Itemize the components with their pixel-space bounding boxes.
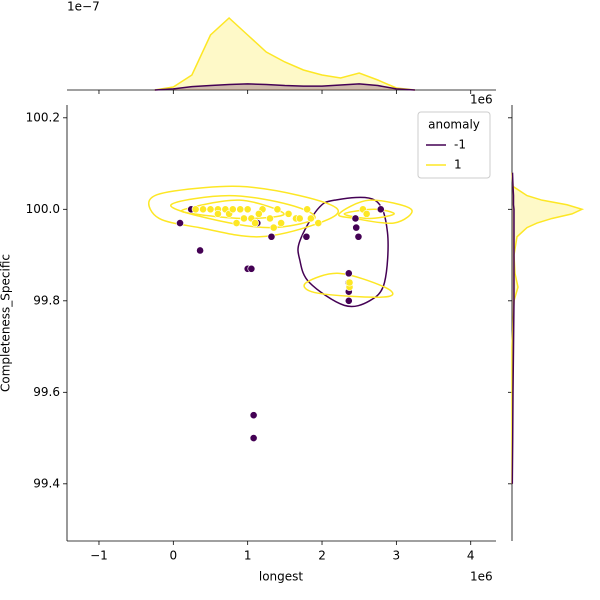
scatter-point <box>362 209 371 218</box>
marginal-kde-line <box>511 172 515 484</box>
scatter-point <box>352 223 361 232</box>
scatter-point <box>351 214 360 223</box>
y-tick-label: 100.2 <box>26 110 60 124</box>
y-axis-label: Completeness_Specific <box>0 254 13 392</box>
legend-box <box>417 111 491 179</box>
scatter-point <box>266 214 274 223</box>
y-tick-label: 100.0 <box>26 202 60 216</box>
scatter-point <box>354 232 363 241</box>
scatter-point <box>240 214 248 223</box>
scatter-point <box>303 205 312 214</box>
marginal-kde-fill <box>512 172 582 484</box>
x-tick-label: 1 <box>244 549 252 563</box>
x-tick-label: 4 <box>467 549 475 563</box>
legend-title: anomaly <box>428 118 480 132</box>
scatter-point <box>269 223 278 232</box>
scatter-point <box>345 278 354 287</box>
scatter-point <box>267 232 276 241</box>
y-tick-label: 99.8 <box>33 293 60 307</box>
marginal-kde-line <box>511 172 585 484</box>
scatter-point <box>228 205 237 214</box>
top-offset-label: 1e−7 <box>67 0 100 14</box>
scatter-point <box>277 219 286 227</box>
scatter-point <box>199 205 207 214</box>
scatter-point <box>236 205 245 214</box>
scatter-point <box>295 214 304 223</box>
scatter-point <box>249 434 258 442</box>
y-tick-label: 99.4 <box>33 476 60 490</box>
scatter-point <box>243 205 252 214</box>
y-tick-label: 99.6 <box>33 385 60 399</box>
scatter-point <box>214 209 222 218</box>
x-axis-label: longest <box>259 570 304 584</box>
scatter-point <box>344 269 353 278</box>
scatter-point <box>176 219 184 227</box>
kde-contour <box>303 272 394 298</box>
x-tick-label: 3 <box>393 549 401 563</box>
legend-label: 1 <box>454 158 462 172</box>
scatter-point <box>249 411 258 420</box>
scatter-point <box>306 214 315 223</box>
legend-label: -1 <box>454 138 466 152</box>
marginal-kde-line <box>154 83 416 91</box>
marginal-kde-fill <box>154 18 415 90</box>
scatter-point <box>273 205 282 214</box>
scatter-point <box>191 205 200 214</box>
scatter-point <box>302 232 311 241</box>
scatter-point <box>251 219 260 227</box>
scatter-point <box>254 209 263 218</box>
x-tick-label: 2 <box>318 549 326 563</box>
scatter-point <box>376 205 385 214</box>
x-offset-label: 1e6 <box>470 570 493 584</box>
legend: anomaly -1 1 <box>417 111 491 179</box>
x-tick-label: 0 <box>170 549 178 563</box>
x-tick-label: −1 <box>90 549 108 563</box>
marginal-kde-line <box>154 16 416 91</box>
scatter-point <box>232 219 241 227</box>
kde-contour <box>297 196 389 308</box>
scatter-point <box>344 296 353 305</box>
right-offset-label: 1e6 <box>470 93 493 107</box>
scatter-point <box>196 246 204 255</box>
scatter-point <box>314 219 323 227</box>
scatter-point <box>206 205 215 214</box>
scatter-point <box>247 264 256 273</box>
scatter-point <box>284 209 293 218</box>
